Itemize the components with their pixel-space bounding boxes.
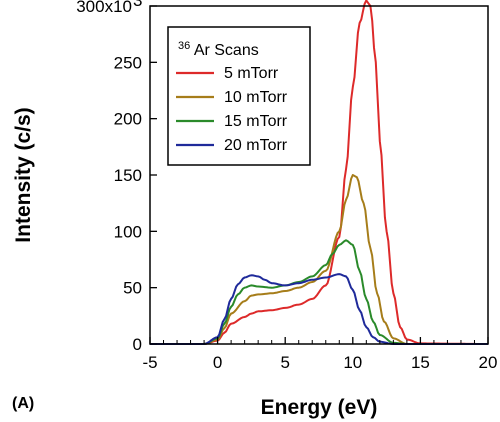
y-tick-label: 200 bbox=[114, 110, 142, 129]
legend-entry-label: 5 mTorr bbox=[224, 65, 279, 82]
legend-title-text: Ar Scans bbox=[194, 42, 259, 59]
x-tick-label: 5 bbox=[280, 353, 289, 372]
legend: 36 Ar Scans 5 mTorr 10 mTorr 15 mTorr 20 mT… bbox=[167, 26, 311, 166]
y-tick-label: 250 bbox=[114, 53, 142, 72]
y-tick-label: 0 bbox=[133, 335, 142, 354]
legend-title: 36 Ar Scans bbox=[178, 36, 259, 59]
legend-entries: 5 mTorr 10 mTorr 15 mTorr 20 mTorr bbox=[176, 65, 288, 154]
y-tick-label: 50 bbox=[123, 279, 142, 298]
y-multiplier-exponent: 3 bbox=[133, 0, 142, 10]
y-tick-label: 150 bbox=[114, 166, 142, 185]
x-tick-label: 20 bbox=[479, 353, 498, 372]
x-tick-label: 0 bbox=[213, 353, 222, 372]
y-axis-label: Intensity (c/s) bbox=[12, 107, 35, 242]
x-tick-label: 15 bbox=[411, 353, 430, 372]
y-tick-label: 100 bbox=[114, 222, 142, 241]
panel-label: (A) bbox=[12, 395, 34, 412]
x-tick-label: -5 bbox=[142, 353, 157, 372]
series-line-4 bbox=[150, 273, 488, 345]
legend-title-superscript: 36 bbox=[178, 40, 190, 52]
legend-entry-label: 15 mTorr bbox=[224, 113, 288, 130]
x-tick-label: 10 bbox=[343, 353, 362, 372]
x-axis-label: Energy (eV) bbox=[261, 396, 378, 419]
legend-entry-label: 20 mTorr bbox=[224, 137, 288, 154]
ticks-layer bbox=[149, 5, 489, 345]
series-line-2 bbox=[150, 174, 488, 345]
y-tick-label: 300x10 bbox=[76, 0, 132, 16]
legend-entry-label: 10 mTorr bbox=[224, 89, 288, 106]
